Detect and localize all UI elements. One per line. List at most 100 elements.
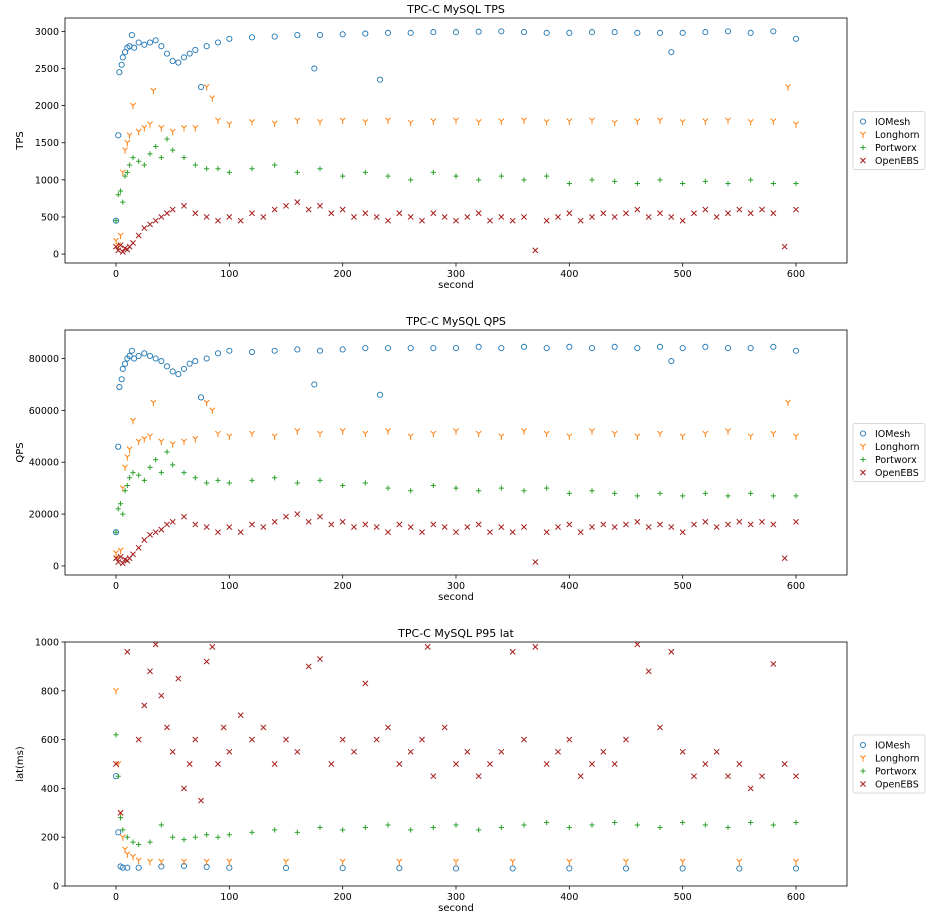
point-portworx — [158, 822, 164, 828]
point-openebs — [152, 642, 159, 648]
point-iomesh — [115, 829, 122, 836]
y-tick-label: 1500 — [35, 138, 59, 149]
point-portworx — [141, 162, 147, 168]
point-openebs — [668, 214, 675, 220]
point-longhorn — [725, 117, 731, 125]
point-portworx — [272, 475, 278, 481]
point-longhorn — [135, 128, 142, 136]
point-longhorn — [119, 169, 126, 177]
point-openebs — [419, 217, 425, 224]
point-portworx — [430, 824, 436, 831]
point-iomesh — [186, 50, 193, 57]
point-openebs — [657, 521, 663, 528]
point-openebs — [702, 206, 709, 213]
point-iomesh — [316, 32, 324, 39]
point-longhorn — [135, 438, 142, 446]
point-longhorn — [339, 117, 346, 125]
point-longhorn — [294, 117, 301, 125]
point-openebs — [589, 214, 595, 220]
point-iomesh — [452, 29, 460, 36]
point-iomesh — [146, 39, 154, 46]
point-openebs — [702, 761, 709, 767]
legend-marker-openebs — [860, 469, 866, 476]
point-openebs — [770, 661, 777, 667]
plot-frame — [64, 17, 848, 264]
point-openebs — [668, 524, 675, 530]
point-iomesh — [126, 352, 133, 359]
point-iomesh — [135, 864, 142, 871]
point-iomesh — [588, 29, 596, 36]
x-tick-label: 400 — [560, 269, 578, 280]
point-openebs — [141, 225, 148, 232]
legend-marker-openebs — [860, 157, 866, 164]
point-portworx — [158, 154, 164, 161]
point-iomesh — [747, 29, 754, 36]
point-longhorn — [126, 446, 133, 453]
point-iomesh — [430, 29, 437, 36]
point-longhorn — [150, 87, 157, 95]
point-openebs — [328, 210, 335, 217]
point-openebs — [543, 217, 550, 224]
point-portworx — [589, 822, 595, 828]
point-portworx — [249, 829, 255, 835]
point-iomesh — [362, 345, 369, 352]
point-longhorn — [147, 121, 153, 128]
point-portworx — [362, 169, 368, 176]
point-openebs — [249, 736, 255, 743]
point-portworx — [702, 490, 708, 496]
point-portworx — [204, 166, 210, 172]
point-portworx — [566, 180, 572, 187]
point-portworx — [127, 162, 133, 168]
point-portworx — [340, 173, 346, 179]
point-portworx — [430, 482, 436, 489]
point-iomesh — [396, 865, 403, 872]
point-iomesh — [430, 345, 437, 352]
point-portworx — [272, 162, 278, 168]
point-openebs — [770, 521, 777, 528]
point-openebs — [747, 521, 754, 528]
point-iomesh — [702, 343, 709, 350]
point-longhorn — [317, 430, 323, 438]
point-iomesh — [543, 29, 550, 36]
point-portworx — [612, 490, 618, 496]
point-openebs — [419, 736, 425, 743]
point-openebs — [555, 214, 561, 220]
point-iomesh — [509, 865, 516, 872]
point-longhorn — [793, 121, 799, 128]
point-openebs — [747, 210, 754, 217]
y-tick-label: 800 — [41, 686, 59, 697]
point-openebs — [679, 217, 686, 224]
x-axis-label: second — [438, 280, 474, 291]
point-openebs — [702, 518, 709, 525]
point-portworx — [226, 832, 232, 838]
point-iomesh — [634, 29, 641, 36]
point-openebs — [113, 555, 119, 562]
point-iomesh — [452, 865, 460, 872]
point-openebs — [294, 748, 301, 755]
point-portworx — [136, 472, 142, 478]
point-portworx — [748, 177, 754, 183]
point-openebs — [158, 526, 165, 533]
legend: IOMesh Longhorn Portworx OpenEBS — [852, 423, 926, 482]
point-openebs — [203, 524, 210, 530]
point-openebs — [135, 232, 142, 239]
point-longhorn — [147, 858, 153, 866]
point-iomesh — [124, 864, 131, 871]
point-longhorn — [785, 399, 792, 407]
legend-label-iomesh: IOMesh — [875, 117, 910, 128]
point-portworx — [680, 819, 686, 826]
point-iomesh — [141, 41, 148, 48]
point-portworx — [544, 485, 550, 491]
point-portworx — [544, 819, 550, 826]
legend-marker-longhorn — [860, 443, 866, 451]
point-openebs — [464, 214, 471, 220]
point-openebs — [130, 551, 136, 558]
point-iomesh — [543, 345, 550, 352]
point-openebs — [305, 518, 312, 525]
point-longhorn — [271, 433, 278, 440]
point-longhorn — [453, 428, 459, 435]
point-openebs — [577, 529, 584, 536]
point-openebs — [634, 518, 641, 525]
point-openebs — [305, 206, 312, 213]
point-openebs — [736, 518, 743, 525]
